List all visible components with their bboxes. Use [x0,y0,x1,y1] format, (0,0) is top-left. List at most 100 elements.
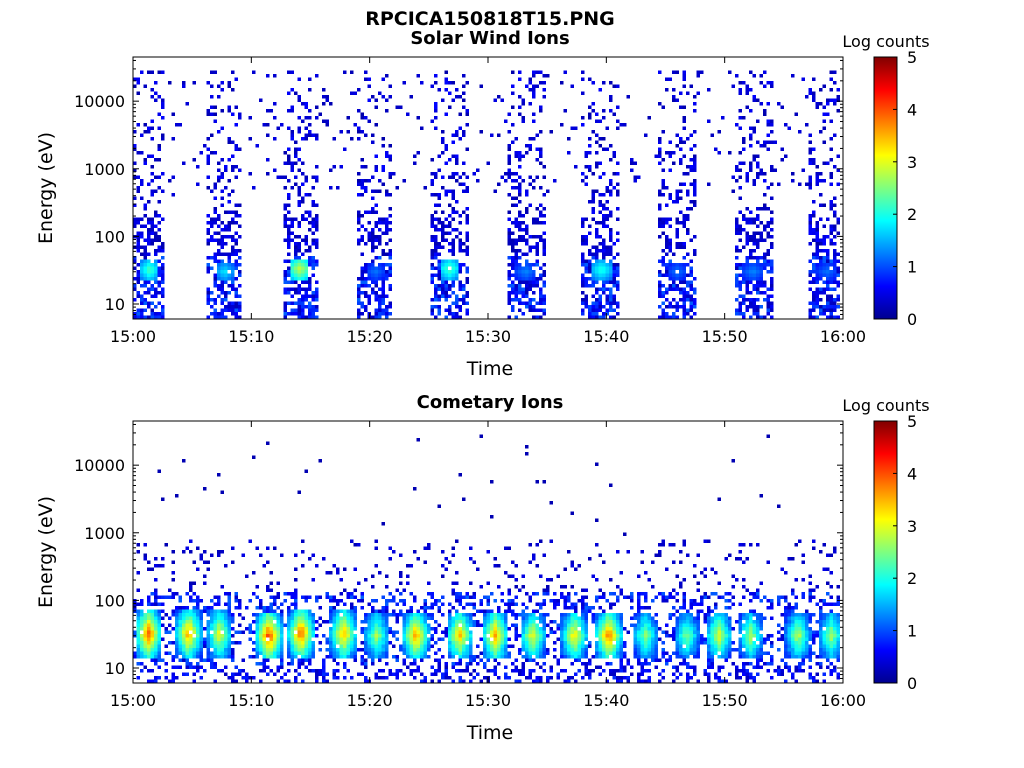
spectrogram-cell [511,186,515,190]
spectrogram-cell [294,648,298,652]
spectrogram-cell [301,119,305,123]
spectrogram-cell [528,627,532,631]
spectrogram-cell [521,648,525,652]
spectrogram-cell [388,228,392,232]
spectrogram-cell [343,147,347,151]
spectrogram-cell [497,585,501,589]
spectrogram-cell [143,648,147,652]
spectrogram-cell [486,613,490,617]
spectrogram-cell [315,221,319,225]
spectrogram-cell [441,263,445,267]
spectrogram-cell [301,270,305,274]
spectrogram-cell [444,70,448,74]
spectrogram-cell [696,70,700,74]
spectrogram-cell [472,592,476,596]
spectrogram-cell [175,592,179,596]
spectrogram-cell [388,214,392,218]
spectrogram-cell [357,228,361,232]
spectrogram-cell [161,294,165,298]
spectrogram-cell [434,273,438,277]
spectrogram-cell [826,249,830,253]
spectrogram-cell [161,242,165,246]
spectrogram-cell [283,273,287,277]
spectrogram-cell [406,616,410,620]
spectrogram-cell [301,679,305,683]
spectrogram-cell [535,175,539,179]
spectrogram-cell [360,165,364,169]
spectrogram-cell [812,95,816,99]
spectrogram-cell [444,238,448,242]
spectrogram-cell [682,214,686,218]
spectrogram-cell [147,651,151,655]
spectrogram-cell [343,613,347,617]
spectrogram-cell [630,158,634,162]
spectrogram-cell [462,655,466,659]
spectrogram-cell [350,655,354,659]
spectrogram-cell [273,627,277,631]
spectrogram-cell [766,81,770,85]
spectrogram-cell [357,301,361,305]
spectrogram-cell [227,627,231,631]
spectrogram-cell [290,613,294,617]
spectrogram-cell [343,648,347,652]
spectrogram-cell [315,238,319,242]
spectrogram-cell [157,158,161,162]
spectrogram-cell [332,655,336,659]
spectrogram-cell [371,210,375,214]
spectrogram-cell [808,224,812,228]
spectrogram-cell [297,644,301,648]
spectrogram-cell [143,620,147,624]
spectrogram-cell [689,284,693,288]
spectrogram-cell [210,651,214,655]
spectrogram-cell [238,669,242,673]
spectrogram-cell [157,291,161,295]
spectrogram-cell [595,249,599,253]
spectrogram-cell [500,637,504,641]
spectrogram-cell [591,270,595,274]
spectrogram-cell [350,70,354,74]
spectrogram-cell [658,217,662,221]
spectrogram-cell [157,175,161,179]
spectrogram-cell [273,655,277,659]
spectrogram-cell [360,273,364,277]
spectrogram-cell [374,539,378,543]
spectrogram-cell [294,151,298,155]
spectrogram-cell [360,641,364,645]
spectrogram-cell [458,242,462,246]
spectrogram-cell [182,644,186,648]
spectrogram-cell [143,315,147,319]
spectrogram-cell [385,630,389,634]
spectrogram-cell [448,277,452,281]
spectrogram-cell [245,679,249,683]
spectrogram-cell [385,312,389,316]
spectrogram-cell [647,116,651,120]
spectrogram-cell [588,263,592,267]
spectrogram-cell [409,634,413,638]
spectrogram-cell [567,137,571,141]
spectrogram-cell [829,315,833,319]
spectrogram-cell [220,189,224,193]
spectrogram-cell [679,273,683,277]
spectrogram-cell [658,294,662,298]
spectrogram-cell [742,263,746,267]
spectrogram-cell [455,88,459,92]
spectrogram-cell [178,620,182,624]
spectrogram-cell [539,620,543,624]
spectrogram-cell [252,641,256,645]
spectrogram-cell [486,644,490,648]
spectrogram-cell [686,280,690,284]
spectrogram-cell [661,294,665,298]
spectrogram-cell [623,123,627,127]
spectrogram-cell [227,651,231,655]
spectrogram-cell [357,210,361,214]
spectrogram-cell [388,154,392,158]
spectrogram-cell [350,623,354,627]
spectrogram-cell [234,641,238,645]
spectrogram-cell [731,175,735,179]
spectrogram-cell [269,623,273,627]
spectrogram-cell [231,305,235,309]
spectrogram-cell [147,627,151,631]
spectrogram-cell [252,571,256,575]
spectrogram-cell [206,154,210,158]
spectrogram-cell [290,133,294,137]
